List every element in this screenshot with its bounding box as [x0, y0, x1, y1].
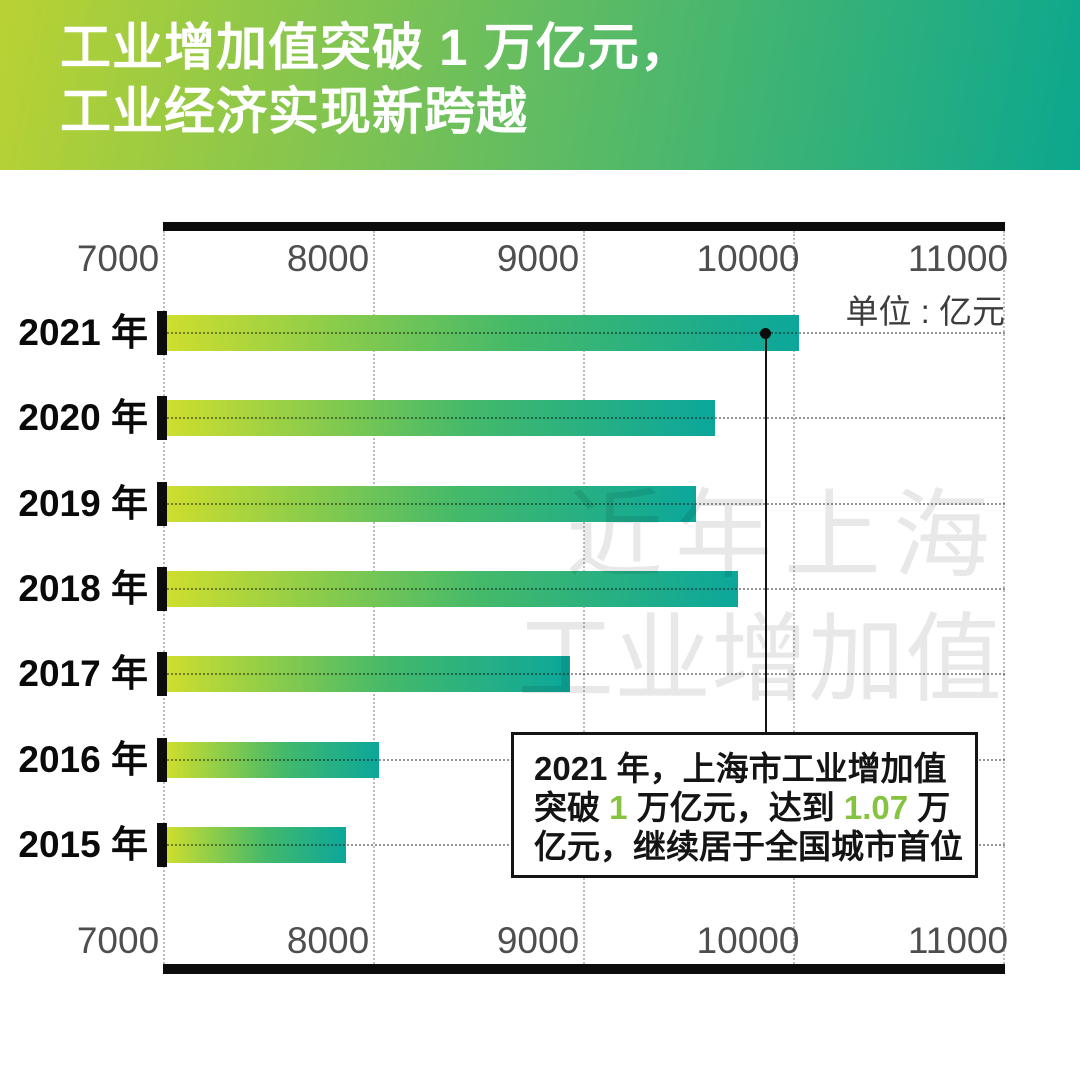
row-gridline-2018 年	[163, 587, 1005, 590]
top-tick-label-10000: 10000	[696, 238, 800, 279]
bar-2017 年	[167, 656, 571, 693]
watermark-line1: 近年上海	[566, 481, 1002, 590]
page-title-line2: 工业经济实现新跨越	[60, 83, 529, 140]
callout-text: 突破	[534, 789, 610, 826]
bottom-tick-label-7000: 7000	[76, 920, 160, 961]
top-tick-label-11000: 11000	[907, 238, 1009, 279]
page-title-line1: 工业增加值突破 1 万亿元，	[60, 19, 692, 76]
year-label-2015 年: 2015 年	[18, 823, 148, 865]
bottom-tick-label-8000: 8000	[286, 920, 370, 961]
year-label-2016 年: 2016 年	[18, 738, 148, 780]
bottom-tick-label-9000: 9000	[496, 920, 580, 961]
callout-text: 万	[908, 789, 951, 826]
callout-line1: 2021 年，上海市工业增加值	[534, 750, 947, 787]
bar-axis-tick	[157, 737, 167, 782]
year-label-2017 年: 2017 年	[18, 653, 148, 695]
bar-2018 年	[167, 570, 739, 607]
bar-2020 年	[167, 400, 716, 437]
bar-axis-tick	[157, 481, 167, 526]
callout-pointer-line	[764, 333, 767, 732]
row-gridline-2020 年	[163, 417, 1005, 420]
bottom-tick-label-11000: 11000	[907, 920, 1009, 961]
bottom-axis-rule	[163, 964, 1005, 974]
watermark: 近年上海 工业增加值	[517, 474, 1002, 722]
top-axis-rule	[163, 222, 1005, 231]
year-label-2019 年: 2019 年	[18, 482, 148, 524]
bottom-tick-label-10000: 10000	[696, 920, 800, 961]
year-label-2018 年: 2018 年	[18, 567, 148, 609]
bar-axis-tick	[157, 822, 167, 867]
bar-2016 年	[167, 741, 380, 778]
top-tick-label-7000: 7000	[76, 238, 160, 279]
callout-highlight-value: 1.07	[843, 789, 909, 826]
callout-line2: 突破 1 万亿元，达到 1.07 万	[534, 788, 975, 827]
year-label-2021 年: 2021 年	[18, 312, 148, 353]
row-gridline-2017 年	[163, 673, 1005, 676]
callout-box: 2021 年，上海市工业增加值 突破 1 万亿元，达到 1.07 万 亿元，继续…	[511, 732, 978, 878]
top-tick-label-9000: 9000	[496, 238, 580, 279]
header-banner: 工业增加值突破 1 万亿元， 工业经济实现新跨越	[0, 0, 1080, 170]
bar-2019 年	[167, 485, 697, 522]
gridline-10000	[793, 231, 795, 964]
callout-line3: 亿元，继续居于全国城市首位	[534, 828, 963, 865]
watermark-line2: 工业增加值	[517, 605, 1002, 714]
callout-highlight-value: 1	[609, 789, 628, 826]
bar-axis-tick	[157, 566, 167, 611]
bar-2015 年	[167, 826, 346, 863]
year-label-2020 年: 2020 年	[18, 397, 148, 439]
bar-axis-tick	[157, 652, 167, 697]
row-gridline-2021 年	[163, 332, 1005, 334]
callout-pointer-dot	[760, 327, 772, 339]
unit-label: 单位 : 亿元	[845, 293, 1005, 330]
bar-axis-tick	[157, 311, 167, 355]
gridline-11000	[1003, 231, 1005, 964]
bar-axis-tick	[157, 396, 167, 441]
top-tick-label-8000: 8000	[286, 238, 370, 279]
page-title: 工业增加值突破 1 万亿元， 工业经济实现新跨越	[60, 16, 692, 144]
row-gridline-2019 年	[163, 502, 1005, 505]
bar-2021 年	[167, 315, 800, 351]
callout-text: 万亿元，达到	[627, 789, 844, 826]
